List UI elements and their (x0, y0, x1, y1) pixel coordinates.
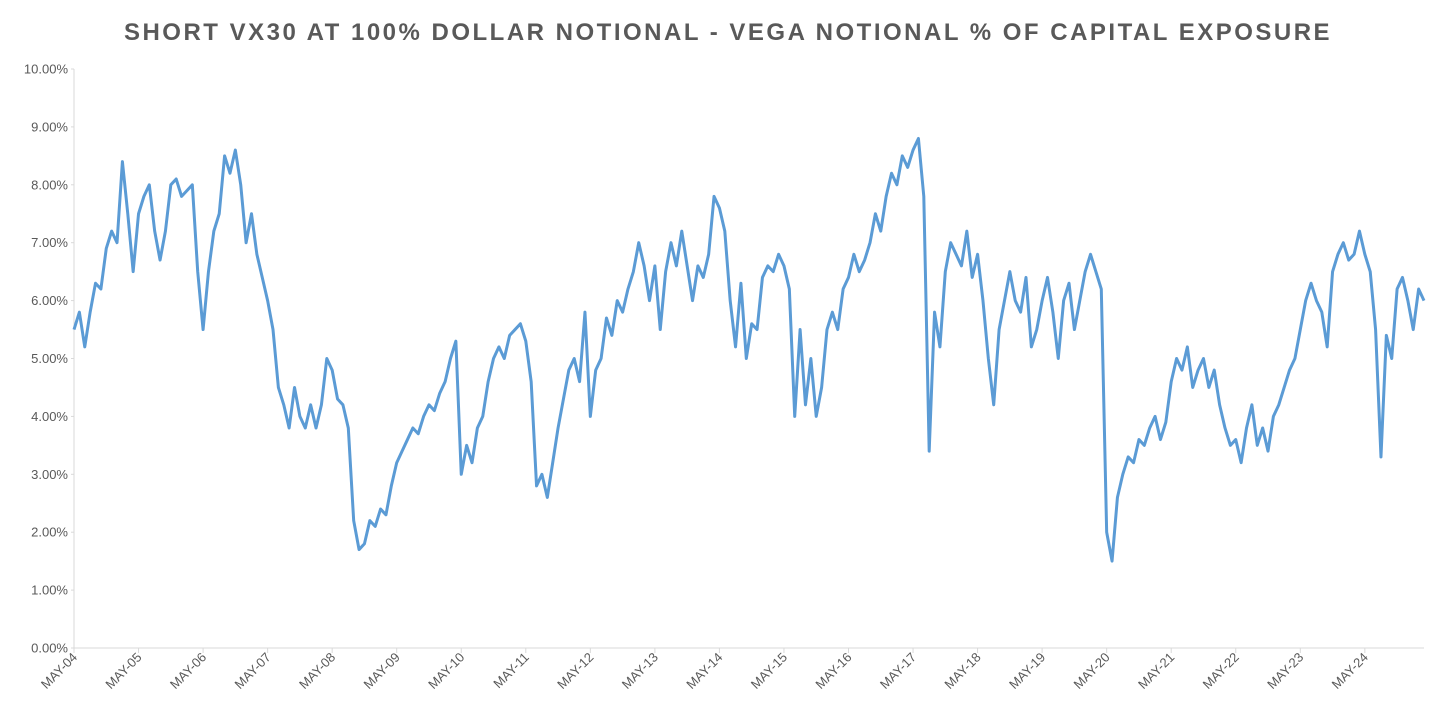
x-tick-label: MAY-05 (102, 650, 144, 692)
x-tick-label: MAY-23 (1264, 650, 1306, 692)
x-tick-label: MAY-14 (683, 650, 725, 692)
y-tick-label: 10.00% (24, 62, 69, 77)
y-tick-label: 4.00% (31, 409, 68, 424)
x-tick-label: MAY-10 (425, 650, 467, 692)
y-tick-label: 9.00% (31, 119, 68, 134)
y-tick-label: 8.00% (31, 177, 68, 192)
x-tick-label: MAY-04 (38, 650, 80, 692)
y-tick-label: 2.00% (31, 525, 68, 540)
x-tick-label: MAY-17 (877, 650, 919, 692)
x-tick-label: MAY-15 (748, 650, 790, 692)
chart-title: SHORT VX30 AT 100% DOLLAR NOTIONAL - VEG… (124, 19, 1332, 46)
y-tick-label: 1.00% (31, 583, 68, 598)
x-tick-label: MAY-09 (361, 650, 403, 692)
y-tick-label: 0.00% (31, 641, 68, 656)
x-tick-label: MAY-16 (812, 650, 854, 692)
y-tick-label: 5.00% (31, 351, 68, 366)
x-tick-label: MAY-21 (1135, 650, 1177, 692)
x-tick-label: MAY-19 (1006, 650, 1048, 692)
data-line (72, 136, 1426, 563)
x-tick-label: MAY-11 (490, 650, 532, 692)
y-tick-label: 6.00% (31, 293, 68, 308)
x-tick-label: MAY-13 (619, 650, 661, 692)
x-tick-label: MAY-24 (1329, 650, 1371, 692)
y-tick-label: 7.00% (31, 235, 68, 250)
y-tick-label: 3.00% (31, 467, 68, 482)
x-tick-label: MAY-12 (554, 650, 596, 692)
x-tick-label: MAY-07 (231, 650, 273, 692)
x-tick-label: MAY-18 (941, 650, 983, 692)
x-tick-label: MAY-06 (167, 650, 209, 692)
x-tick-label: MAY-08 (296, 650, 338, 692)
x-tick-label: MAY-22 (1200, 650, 1242, 692)
x-tick-label: MAY-20 (1070, 650, 1112, 692)
